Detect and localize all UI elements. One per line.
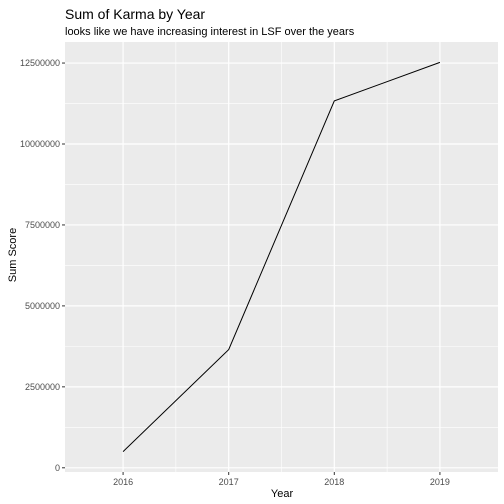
series-line: [122, 61, 441, 452]
y-tick-label: 7500000: [25, 220, 60, 230]
series-line-group: [122, 61, 441, 452]
y-tick-label: 0: [55, 463, 60, 473]
y-axis: 0 2500000 5000000 7500000 10000000 12500000: [20, 58, 65, 473]
y-axis-label: Sum Score: [7, 228, 19, 282]
x-tick-label: 2017: [219, 477, 239, 487]
y-tick-label: 2500000: [25, 382, 60, 392]
major-gridlines: [65, 42, 498, 472]
chart-subtitle: looks like we have increasing interest i…: [65, 26, 355, 38]
y-tick-label: 5000000: [25, 301, 60, 311]
minor-gridlines: [65, 42, 498, 472]
chart-title: Sum of Karma by Year: [65, 6, 205, 22]
x-tick-label: 2016: [113, 477, 133, 487]
y-tick-label: 12500000: [20, 58, 60, 68]
y-tick-label: 10000000: [20, 139, 60, 149]
x-tick-label: 2019: [430, 477, 450, 487]
x-tick-label: 2018: [324, 477, 344, 487]
x-axis: 2016 2017 2018 2019: [113, 472, 450, 487]
x-axis-label: Year: [271, 488, 294, 500]
